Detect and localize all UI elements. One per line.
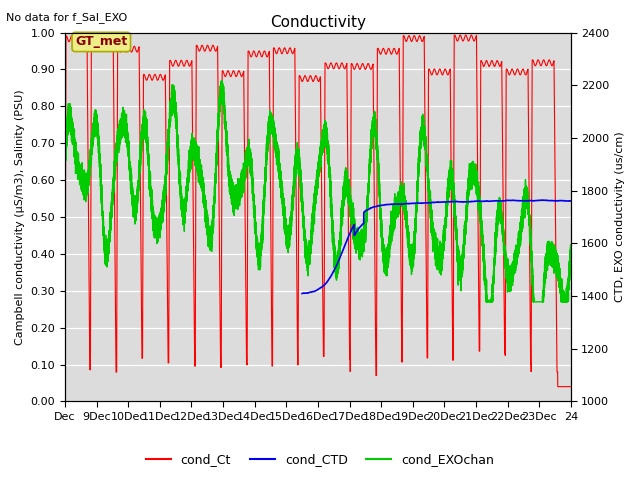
- Title: Conductivity: Conductivity: [270, 15, 366, 30]
- Y-axis label: CTD, EXO conductivity (us/cm): CTD, EXO conductivity (us/cm): [615, 132, 625, 302]
- Y-axis label: Campbell conductivity (μS/m3), Salinity (PSU): Campbell conductivity (μS/m3), Salinity …: [15, 89, 25, 345]
- Legend: cond_Ct, cond_CTD, cond_EXOchan: cond_Ct, cond_CTD, cond_EXOchan: [141, 448, 499, 471]
- Text: No data for f_Sal_EXO: No data for f_Sal_EXO: [6, 12, 127, 23]
- Text: GT_met: GT_met: [75, 36, 127, 48]
